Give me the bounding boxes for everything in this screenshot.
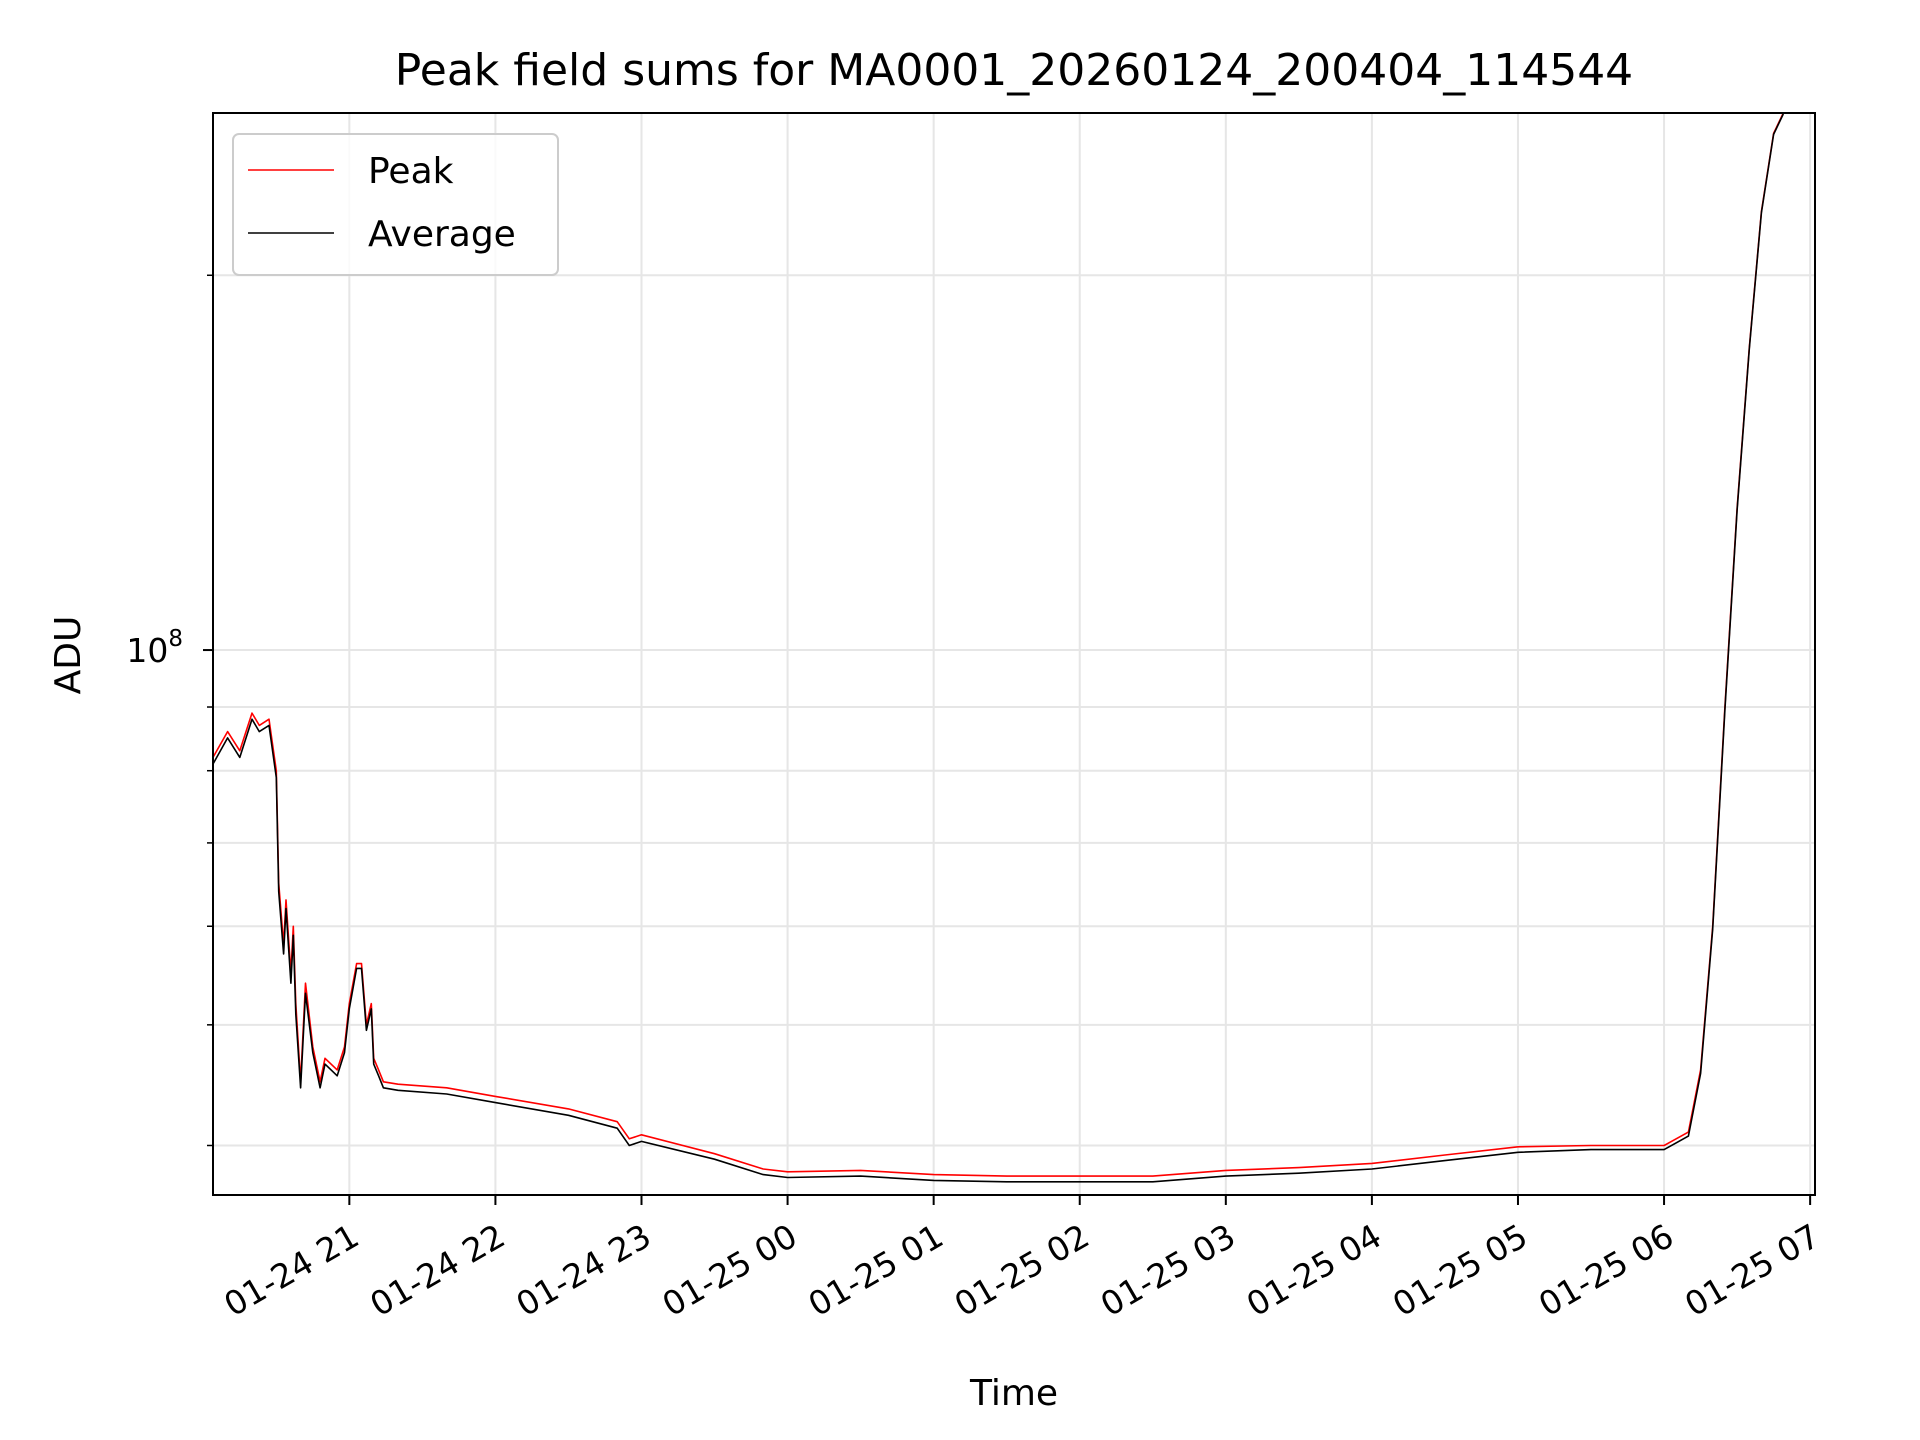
plot-frame — [212, 112, 1816, 1196]
average-series-line — [213, 113, 1785, 1183]
y-axis-label: ADU — [48, 616, 89, 695]
plot-series — [213, 113, 1785, 1183]
grid — [213, 113, 1815, 1195]
x-axis-label: Time — [969, 1373, 1058, 1414]
legend-peak-label: Peak — [368, 151, 454, 192]
legend-average-label: Average — [368, 214, 516, 255]
legend: Peak Average — [232, 133, 559, 276]
chart-title: Peak field sums for MA0001_20260124_2004… — [395, 45, 1633, 96]
y-tick-label-exponent: 8 — [168, 626, 183, 652]
